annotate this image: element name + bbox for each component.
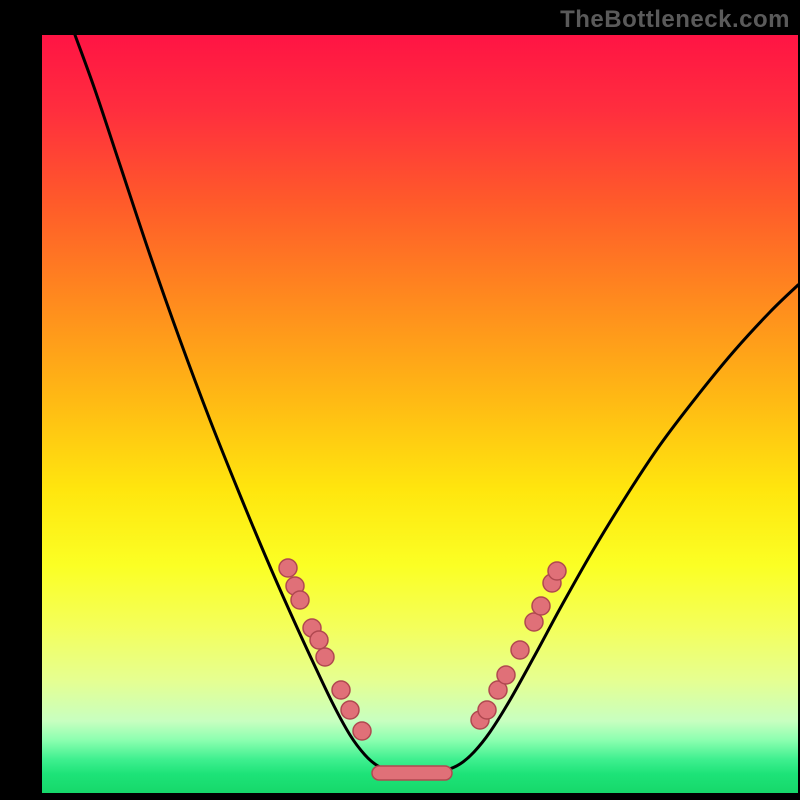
chart-svg — [0, 0, 800, 800]
marker-dot-right — [511, 641, 529, 659]
marker-dot-right — [532, 597, 550, 615]
marker-dot-left — [291, 591, 309, 609]
marker-dot-left — [279, 559, 297, 577]
marker-dot-left — [332, 681, 350, 699]
marker-dot-left — [341, 701, 359, 719]
marker-dot-right — [548, 562, 566, 580]
marker-dot-right — [478, 701, 496, 719]
watermark-text: TheBottleneck.com — [560, 6, 790, 34]
marker-dot-left — [310, 631, 328, 649]
marker-bottom-bar — [372, 766, 452, 780]
marker-dot-left — [316, 648, 334, 666]
marker-dot-left — [353, 722, 371, 740]
chart-stage: TheBottleneck.com — [0, 0, 800, 800]
marker-dot-right — [497, 666, 515, 684]
